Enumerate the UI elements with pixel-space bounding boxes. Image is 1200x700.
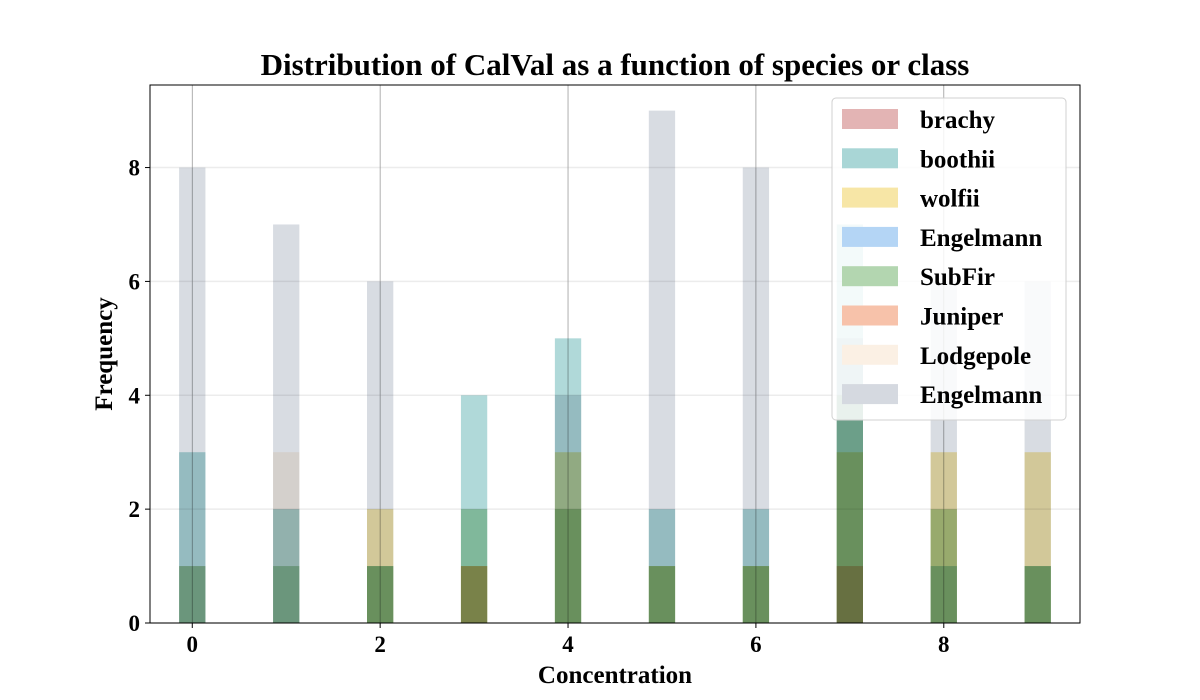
y-tick-label: 8: [129, 156, 141, 181]
x-tick-label: 0: [187, 632, 199, 657]
legend: brachy boothii wolfii Engelmann SubFir Junipe…: [831, 97, 1067, 421]
legend-label: Engelmann: [920, 225, 1042, 252]
y-axis-label: Frequency: [91, 297, 118, 411]
legend-label: brachy: [920, 107, 996, 134]
legend-swatch: [842, 266, 898, 287]
legend-swatch: [842, 344, 898, 365]
chart-title: Distribution of CalVal as a function of …: [261, 47, 970, 82]
legend-swatch: [842, 305, 898, 326]
legend-swatch: [842, 384, 898, 405]
x-tick-label: 6: [750, 632, 762, 657]
legend-label: Juniper: [920, 304, 1003, 331]
legend-swatch: [842, 109, 898, 129]
bars: [179, 110, 1051, 624]
legend-label: Lodgepole: [920, 343, 1031, 370]
plot-frame: [149, 84, 1081, 624]
legend-label: boothii: [920, 146, 995, 173]
bar: [367, 281, 394, 623]
y-tick-label: 2: [129, 497, 141, 522]
plot-border: [149, 84, 1081, 624]
x-axis-ticks: 0 2 4 6 8: [187, 623, 950, 657]
x-tick-label: 2: [374, 632, 386, 657]
bar: [648, 110, 676, 624]
y-tick-label: 4: [129, 383, 141, 408]
x-tick-label: 8: [938, 632, 950, 657]
y-tick-label: 6: [129, 269, 141, 294]
x-tick-label: 4: [562, 632, 574, 657]
bar: [273, 224, 300, 623]
legend-swatch: [842, 226, 898, 247]
legend-swatch: [842, 187, 898, 208]
bar: [179, 167, 206, 623]
legend-box: [831, 97, 1067, 421]
legend-swatch: [842, 148, 898, 169]
bar: [554, 395, 582, 623]
legend-label: SubFir: [920, 264, 995, 291]
bar: [742, 167, 770, 623]
y-axis-ticks: 0 2 4 6 8: [129, 156, 150, 636]
y-tick-label: 0: [129, 611, 141, 636]
legend-label: wolfii: [920, 186, 980, 213]
legend-label: Engelmann: [920, 382, 1042, 409]
bar: [460, 566, 488, 623]
x-axis-label: Concentration: [538, 662, 692, 689]
